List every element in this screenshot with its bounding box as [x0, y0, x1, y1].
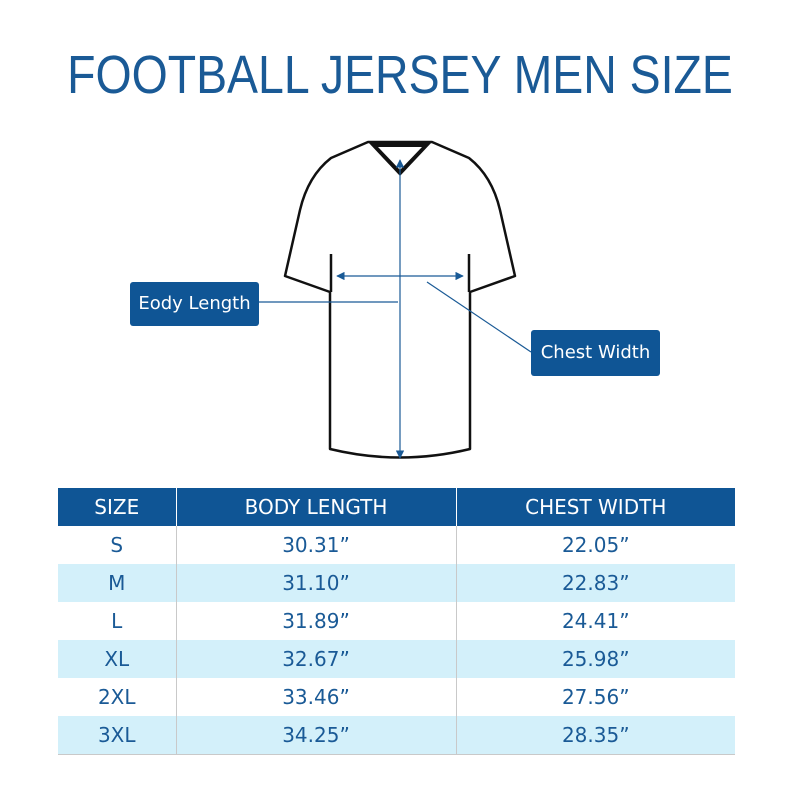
- body-length-cell: 33.46”: [175, 678, 456, 716]
- page-title: FOOTBALL JERSEY MEN SIZE: [67, 45, 733, 105]
- body-length-cell: 31.10”: [175, 564, 456, 602]
- chest-width-cell: 22.05”: [455, 526, 735, 564]
- table-row: 2XL 33.46” 27.56”: [58, 678, 735, 716]
- size-chart-table: SIZE BODY LENGTH CHEST WIDTH S 30.31” 22…: [58, 488, 735, 755]
- chest-width-callout: Chest Width: [531, 330, 660, 376]
- body-length-cell: 30.31”: [175, 526, 456, 564]
- size-cell: L: [58, 602, 176, 640]
- table-row: 3XL 34.25” 28.35”: [58, 716, 735, 755]
- header-chest-width: CHEST WIDTH: [455, 488, 735, 526]
- table-row: M 31.10” 22.83”: [58, 564, 735, 602]
- chest-width-cell: 25.98”: [455, 640, 735, 678]
- header-body-length: BODY LENGTH: [175, 488, 456, 526]
- chest-width-cell: 22.83”: [455, 564, 735, 602]
- chest-width-cell: 28.35”: [455, 716, 735, 755]
- chest-width-cell: 24.41”: [455, 602, 735, 640]
- chest-width-leader: [426, 281, 532, 353]
- size-cell: XL: [58, 640, 176, 678]
- size-cell: 2XL: [58, 678, 176, 716]
- header-size: SIZE: [58, 488, 176, 526]
- table-row: XL 32.67” 25.98”: [58, 640, 735, 678]
- table-row: L 31.89” 24.41”: [58, 602, 735, 640]
- body-length-cell: 32.67”: [175, 640, 456, 678]
- body-length-cell: 31.89”: [175, 602, 456, 640]
- size-cell: M: [58, 564, 176, 602]
- chest-width-cell: 27.56”: [455, 678, 735, 716]
- table-header-row: SIZE BODY LENGTH CHEST WIDTH: [58, 488, 735, 526]
- body-length-cell: 34.25”: [175, 716, 456, 755]
- body-length-callout: Eody Length: [130, 282, 259, 326]
- table-row: S 30.31” 22.05”: [58, 526, 735, 564]
- size-cell: S: [58, 526, 176, 564]
- size-cell: 3XL: [58, 716, 176, 755]
